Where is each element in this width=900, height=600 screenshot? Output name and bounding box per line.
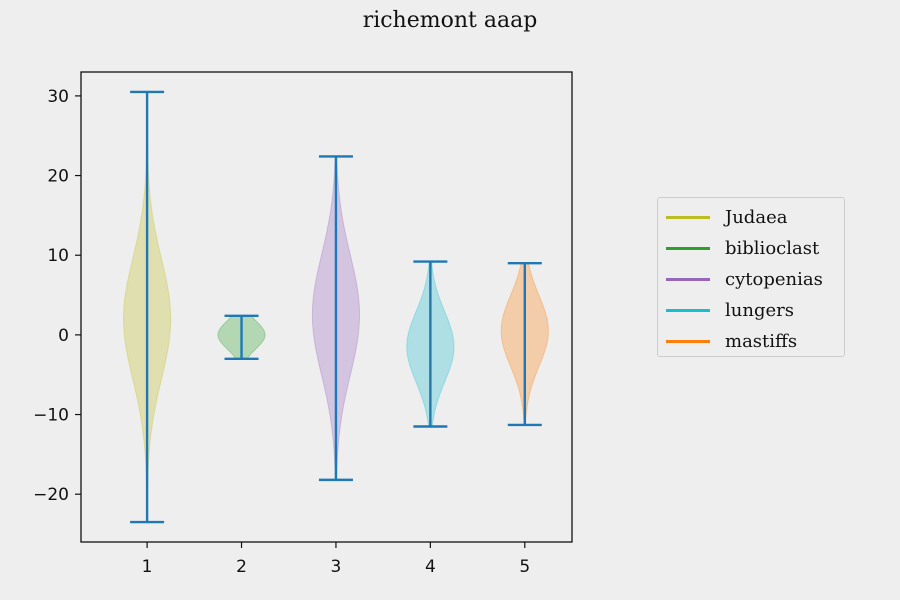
plot-area [80, 71, 573, 543]
x-tick-label: 5 [519, 557, 530, 577]
legend-item: biblioclast [666, 233, 836, 264]
x-axis: 1 2 3 4 5 [142, 542, 530, 577]
legend-swatch [666, 278, 710, 281]
y-tick-label: 30 [47, 87, 69, 107]
x-tick-label: 4 [425, 557, 436, 577]
x-tick-label: 3 [331, 557, 342, 577]
legend: Judaea biblioclast cytopenias lungers mastif… [657, 197, 845, 357]
legend-label: cytopenias [725, 269, 823, 290]
whisker-group [130, 90, 542, 524]
legend-swatch [666, 247, 710, 250]
legend-item: Judaea [666, 202, 836, 233]
legend-label: mastiffs [725, 331, 798, 352]
chart-title: richemont aaap [362, 8, 538, 33]
x-tick-label: 2 [236, 557, 247, 577]
legend-swatch [666, 340, 710, 343]
y-axis: −20 −10 0 10 20 30 [33, 87, 81, 505]
legend-item: lungers [666, 295, 836, 326]
legend-swatch [666, 216, 710, 219]
y-tick-label: 20 [47, 167, 69, 187]
y-tick-label: −10 [33, 406, 69, 426]
legend-label: biblioclast [725, 238, 820, 259]
legend-item: mastiffs [666, 326, 836, 357]
legend-swatch [666, 309, 710, 312]
legend-label: lungers [725, 300, 794, 321]
y-tick-label: −20 [33, 485, 69, 505]
y-tick-label: 0 [58, 326, 69, 346]
y-tick-label: 10 [47, 246, 69, 266]
legend-item: cytopenias [666, 264, 836, 295]
legend-label: Judaea [725, 207, 788, 228]
x-tick-label: 1 [142, 557, 153, 577]
